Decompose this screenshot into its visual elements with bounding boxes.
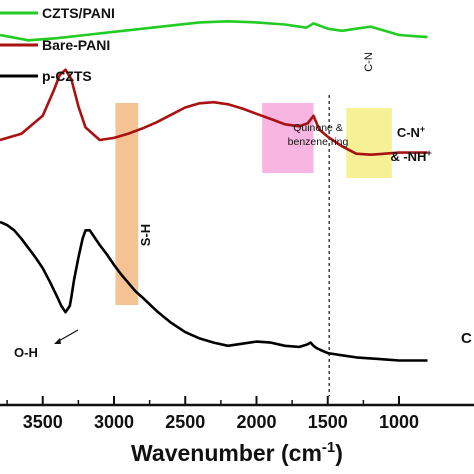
oh-arrow-line	[56, 329, 79, 343]
series-line-p-czts	[0, 220, 428, 362]
x-axis-title-end: )	[335, 440, 343, 466]
quinone-label-line1: Quinone &	[293, 122, 343, 134]
sh-band-label: S-H	[138, 224, 153, 246]
legend-label-p-czts: p-CZTS	[42, 68, 92, 84]
sh-band	[115, 103, 139, 305]
x-axis-ticks: 3500 3000 2500 2000 1500 1000	[6, 396, 419, 432]
cn-band-label-line1: C-N+	[397, 124, 425, 140]
cn-plus-sup: +	[420, 124, 425, 134]
nh-sup: +	[426, 148, 431, 158]
cn-band-label-line2: & -NH+	[390, 148, 431, 164]
legend: CZTS/PANI Bare-PANI p-CZTS	[0, 5, 115, 84]
cn-line-label: C-N	[363, 52, 375, 72]
quinone-benzene-band	[262, 103, 314, 173]
x-axis-title-sup: -1	[322, 439, 335, 456]
x-tick-label: 1500	[308, 412, 348, 432]
cn-plus-text: C-N	[397, 125, 420, 140]
x-axis-title-main: Wavenumber (cm	[131, 440, 322, 466]
cn-nh-band	[346, 108, 392, 178]
quinone-label-line2: benzene ring	[288, 136, 349, 148]
x-tick-label: 3000	[94, 412, 134, 432]
x-axis-title: Wavenumber (cm-1)	[131, 439, 343, 466]
series-line-czts-pani	[0, 20, 428, 42]
x-tick-label: 2000	[236, 412, 276, 432]
legend-label-czts-pani: CZTS/PANI	[42, 5, 115, 21]
nh-text: & -NH	[390, 149, 426, 164]
edge-label: C	[461, 330, 472, 347]
legend-label-bare-pani: Bare-PANI	[42, 37, 110, 53]
oh-label: O-H	[14, 345, 38, 360]
x-tick-label: 1000	[379, 412, 419, 432]
x-tick-label: 2500	[165, 412, 205, 432]
oh-arrow-head	[54, 338, 61, 344]
x-tick-label: 3500	[23, 412, 63, 432]
series-line-bare-pani	[0, 68, 428, 156]
series-layer	[0, 20, 428, 362]
